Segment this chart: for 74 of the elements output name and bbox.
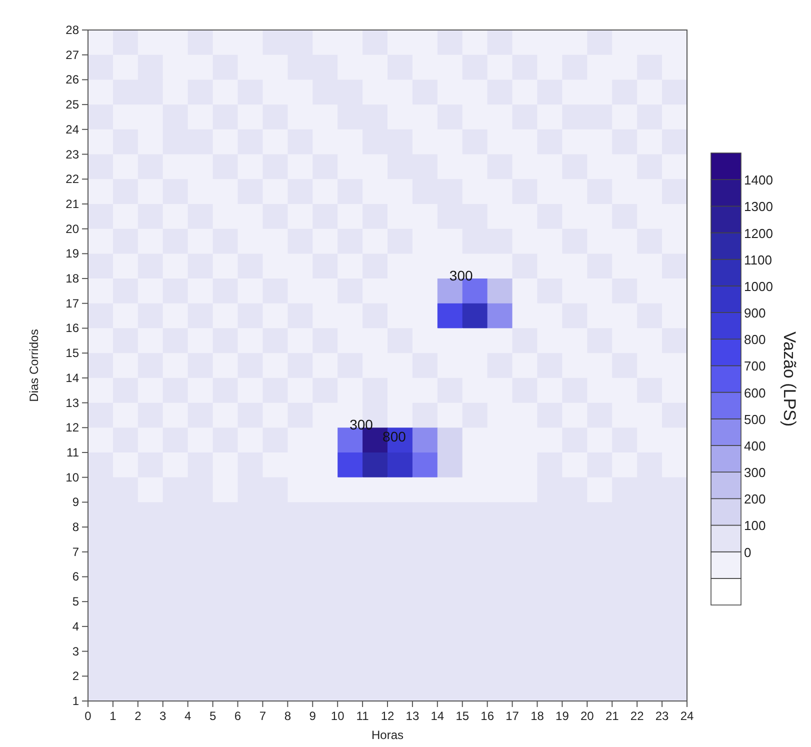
y-tick-label: 24 (66, 122, 80, 136)
color-bar-label: 1300 (744, 199, 773, 214)
x-tick-label: 20 (580, 709, 594, 723)
x-tick-label: 5 (209, 709, 216, 723)
color-bar-label: 1000 (744, 278, 773, 294)
y-tick-label: 10 (66, 470, 80, 484)
color-bar-label: 1200 (744, 226, 773, 241)
x-tick-label: 2 (134, 709, 142, 723)
x-tick-label: 8 (284, 709, 292, 723)
y-tick-label: 16 (66, 321, 80, 336)
color-bar-label: 600 (744, 385, 766, 400)
x-tick-label: 7 (259, 709, 266, 723)
y-tick-label: 23 (66, 147, 80, 162)
x-tick-label: 4 (184, 709, 192, 723)
x-tick-label: 13 (406, 709, 420, 723)
x-tick-label: 15 (456, 709, 470, 723)
color-bar-label: 900 (744, 306, 766, 321)
color-bar-label: 800 (744, 332, 766, 348)
x-tick-label: 0 (84, 709, 92, 723)
y-tick-label: 15 (66, 346, 80, 360)
y-tick-label: 26 (66, 72, 80, 87)
color-bar-label: 100 (744, 518, 766, 534)
x-tick-label: 21 (605, 709, 620, 723)
x-axis-title: Horas (371, 728, 404, 742)
x-tick-label: 12 (380, 709, 394, 723)
y-tick-label: 19 (66, 246, 80, 261)
y-axis-title: Dias Corridos (27, 329, 41, 402)
color-bar-title: Vazão (LPS) (780, 331, 799, 427)
color-bar-label: 200 (744, 492, 766, 507)
y-tick-label: 7 (72, 544, 80, 559)
color-bar-label: 1400 (744, 172, 773, 188)
annotation: 300 (350, 416, 374, 433)
y-tick-label: 5 (72, 594, 80, 609)
y-tick-label: 6 (72, 570, 80, 584)
x-tick-label: 11 (356, 709, 370, 723)
y-tick-label: 1 (72, 694, 80, 708)
y-tick-label: 4 (72, 619, 80, 634)
color-bar-label: 500 (744, 412, 766, 427)
x-tick-label: 3 (160, 709, 167, 723)
y-tick-label: 18 (66, 272, 80, 286)
x-tick-label: 17 (506, 709, 520, 723)
x-tick-label: 6 (234, 709, 242, 723)
y-tick-label: 27 (66, 48, 80, 62)
y-tick-label: 11 (66, 445, 80, 460)
x-tick-label: 24 (680, 709, 694, 723)
y-tick-label: 21 (66, 196, 80, 211)
x-tick-label: 9 (309, 709, 316, 723)
y-tick-label: 8 (72, 520, 80, 534)
y-tick-label: 9 (72, 495, 80, 510)
y-tick-label: 28 (66, 23, 80, 37)
y-tick-label: 13 (66, 396, 80, 410)
color-bar-label: 1100 (744, 252, 772, 268)
color-bar-label: 400 (744, 438, 766, 454)
x-tick-label: 10 (330, 709, 345, 723)
y-tick-label: 25 (66, 98, 80, 112)
x-tick-label: 18 (530, 709, 544, 723)
annotation: 300 (449, 268, 473, 284)
y-tick-label: 12 (66, 420, 80, 435)
y-tick-label: 14 (66, 370, 80, 385)
y-tick-label: 22 (66, 172, 80, 186)
color-bar-label: 700 (744, 358, 766, 374)
y-tick-label: 20 (66, 222, 80, 236)
x-tick-label: 16 (480, 709, 494, 723)
y-tick-label: 2 (72, 669, 80, 684)
color-bar-label: 300 (744, 465, 766, 480)
x-tick-label: 1 (110, 709, 117, 723)
x-tick-label: 22 (630, 709, 644, 723)
y-tick-label: 17 (66, 296, 80, 310)
annotation: 800 (382, 428, 406, 445)
y-tick-label: 3 (72, 644, 80, 658)
x-tick-label: 19 (556, 709, 570, 723)
x-tick-label: 23 (655, 709, 670, 723)
x-tick-label: 14 (430, 709, 444, 723)
color-bar-label: 0 (744, 544, 752, 560)
